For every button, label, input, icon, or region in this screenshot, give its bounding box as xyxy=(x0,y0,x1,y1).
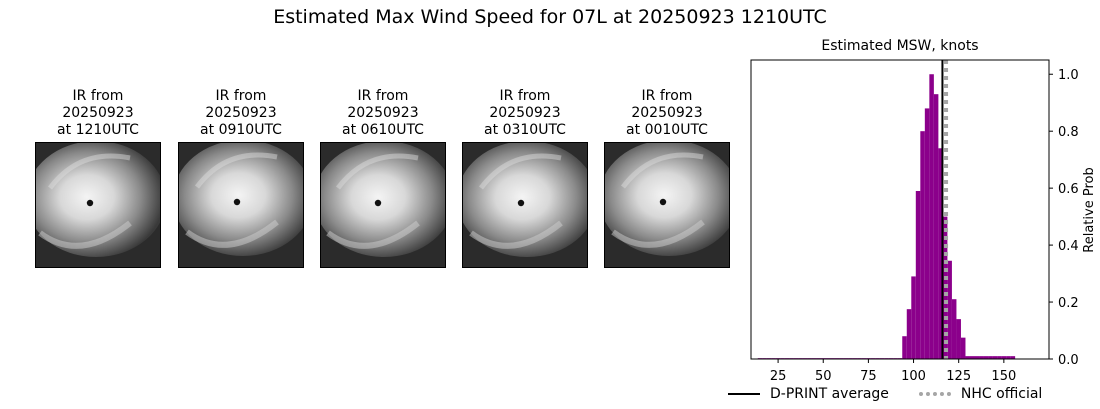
ir-satellite-image xyxy=(178,142,304,268)
ir-panel-2: IR from 20250923 at 0910UTC xyxy=(178,88,304,268)
histogram-bar xyxy=(974,356,980,359)
ir-title-line: IR from xyxy=(641,88,693,104)
ir-panel-title: IR from 20250923 at 0310UTC xyxy=(462,88,588,142)
histogram-bar xyxy=(929,74,934,359)
ir-title-date: 20250923 xyxy=(489,105,561,121)
histogram-bar xyxy=(956,319,961,359)
ir-title-line: IR from xyxy=(499,88,551,104)
y-tick-label: 1.0 xyxy=(1058,68,1079,83)
histogram-bar xyxy=(969,356,975,359)
ir-panel-title: IR from 20250923 at 1210UTC xyxy=(35,88,161,142)
histogram-bar xyxy=(979,356,984,359)
histogram-bar xyxy=(1010,356,1016,359)
histogram-bar xyxy=(938,148,943,359)
y-tick-label: 0.6 xyxy=(1058,182,1079,197)
histogram-bar xyxy=(988,356,993,359)
x-tick-label: 150 xyxy=(991,369,1016,384)
x-tick-label: 75 xyxy=(860,369,877,384)
ir-title-line: IR from xyxy=(215,88,267,104)
y-tick-label: 0.8 xyxy=(1058,125,1079,140)
ir-panel-title: IR from 20250923 at 0010UTC xyxy=(604,88,730,142)
y-axis-label: Relative Prob xyxy=(1082,167,1097,252)
legend-nhc-label: NHC official xyxy=(960,386,1043,402)
plot-frame xyxy=(750,59,1050,360)
figure-title: Estimated Max Wind Speed for 07L at 2025… xyxy=(273,6,827,28)
ir-panel-title: IR from 20250923 at 0910UTC xyxy=(178,88,304,142)
ir-satellite-image xyxy=(462,142,588,268)
ir-title-time: at 0010UTC xyxy=(626,122,708,138)
ir-satellite-image xyxy=(604,142,730,268)
ir-title-line: IR from xyxy=(72,88,124,104)
legend-dprint-label: D-PRINT average xyxy=(770,386,889,402)
histogram-bar xyxy=(1006,356,1011,359)
ir-satellite-image xyxy=(35,142,161,268)
x-tick-label: 100 xyxy=(901,369,926,384)
ir-title-time: at 0310UTC xyxy=(484,122,566,138)
histogram-bar xyxy=(983,356,989,359)
x-tick-label: 25 xyxy=(770,369,787,384)
histogram-bar xyxy=(906,309,912,359)
histogram-bar xyxy=(960,337,966,359)
histogram-bar xyxy=(911,276,916,359)
ir-panel-5: IR from 20250923 at 0010UTC xyxy=(604,88,730,268)
axes: 25 50 75 100 125 150 0.0 0.2 0.4 0.6 0.8 1.0 xyxy=(750,59,1079,384)
histogram-bar xyxy=(947,260,952,359)
ir-title-time: at 0910UTC xyxy=(200,122,282,138)
histogram-bar xyxy=(915,190,921,359)
legend: D-PRINT average NHC official xyxy=(728,386,1042,402)
histogram-bar xyxy=(1001,356,1007,359)
x-tick-label: 125 xyxy=(946,369,971,384)
y-tick-label: 0.4 xyxy=(1058,239,1079,254)
reference-lines xyxy=(941,60,949,359)
ir-panel-4: IR from 20250923 at 0310UTC xyxy=(462,88,588,268)
histogram-bar xyxy=(924,108,930,360)
ir-title-date: 20250923 xyxy=(631,105,703,121)
ir-panel-title: IR from 20250923 at 0610UTC xyxy=(320,88,446,142)
legend-dprint-swatch xyxy=(728,393,760,395)
histogram-bars xyxy=(757,74,1016,360)
chart-title: Estimated MSW, knots xyxy=(821,38,978,54)
ir-title-time: at 0610UTC xyxy=(342,122,424,138)
y-tick-label: 0.2 xyxy=(1058,296,1079,311)
ir-title-date: 20250923 xyxy=(347,105,419,121)
y-tick-label: 0.0 xyxy=(1058,353,1079,368)
legend-nhc-swatch xyxy=(918,392,951,396)
ir-panel-3: IR from 20250923 at 0610UTC xyxy=(320,88,446,268)
ir-title-line: IR from xyxy=(357,88,409,104)
histogram-bar xyxy=(965,356,970,359)
ir-title-time: at 1210UTC xyxy=(57,122,139,138)
histogram-bar xyxy=(920,131,925,359)
histogram-bar xyxy=(997,356,1002,359)
ir-title-date: 20250923 xyxy=(205,105,277,121)
histogram-bar xyxy=(951,299,957,359)
histogram-bar xyxy=(902,336,907,359)
ir-panel-1: IR from 20250923 at 1210UTC xyxy=(35,88,161,268)
x-tick-label: 50 xyxy=(815,369,832,384)
ir-title-date: 20250923 xyxy=(62,105,134,121)
ir-satellite-image xyxy=(320,142,446,268)
histogram-bar xyxy=(933,94,939,360)
histogram-bar xyxy=(992,356,998,359)
